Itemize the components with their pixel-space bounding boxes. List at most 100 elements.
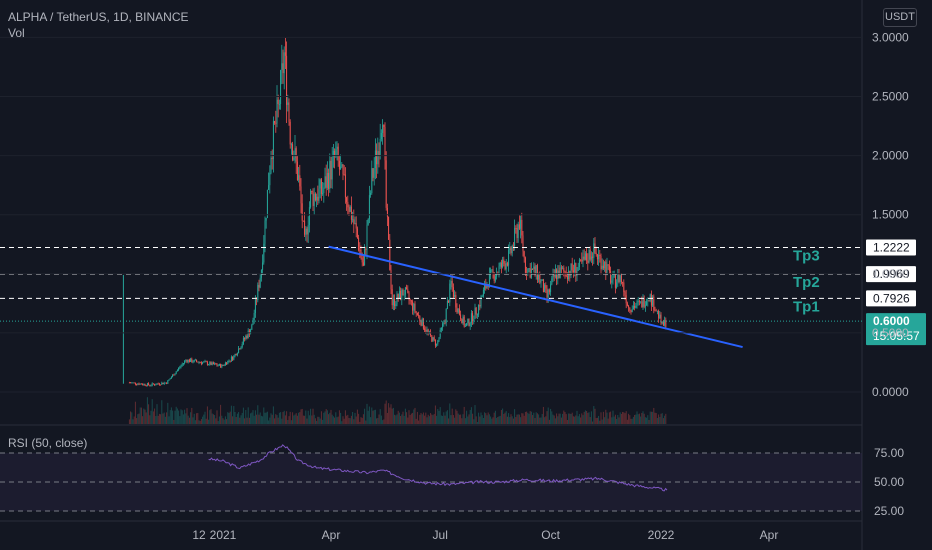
candle-body [151,383,153,386]
candle-body [649,294,651,301]
volume-bar [270,413,272,424]
candle-body [350,206,352,220]
volume-bar [210,409,212,424]
volume-bar [325,409,327,424]
candle-body [222,364,224,366]
candle-body [592,256,594,258]
candle-body [448,301,450,303]
candle-body [523,251,525,258]
candle-body [355,223,357,229]
volume-bar [269,417,271,424]
volume-bar [372,410,374,424]
candle-body [149,384,151,386]
candle-body [395,304,397,307]
volume-bar [143,408,145,424]
candle-body [294,148,296,158]
candle-body [362,262,364,266]
candle-body [642,298,644,308]
candle-body [247,330,249,338]
volume-bar [298,412,300,424]
candle-body [202,362,204,364]
candle-body [278,104,280,105]
volume-bar [376,418,378,424]
volume-bar [389,407,391,424]
volume-bar [133,416,135,424]
candle-body [517,224,519,238]
candle-body [283,52,285,74]
candle-body [192,361,194,363]
volume-bar [305,410,307,424]
candle-body [274,121,276,123]
volume-bar [179,416,181,424]
candle-body [574,263,576,273]
volume-bar [634,414,636,424]
candle-body [262,262,264,270]
candle-body [301,203,303,221]
candle-body [446,301,448,309]
candle-body [648,300,650,302]
candle-body [485,284,487,289]
volume-bar [378,414,380,424]
volume-bar [240,415,242,424]
volume-bar [600,412,602,424]
volume-bar [539,417,541,424]
volume-bar [384,403,386,424]
volume-bar [494,410,496,424]
candle-body [535,265,537,274]
volume-bar [323,412,325,424]
candle-body [233,355,235,360]
volume-bar [508,413,510,424]
candle-body [196,359,198,362]
volume-bar [558,413,560,424]
currency-button[interactable]: USDT [883,8,917,27]
candle-body [546,288,548,298]
candle-body [653,296,655,311]
volume-bar [445,411,447,424]
candle-body [491,269,493,271]
volume-bar [493,412,495,424]
candle-body [266,189,268,218]
volume-bar [134,401,136,424]
candle-body [467,319,469,324]
volume-bar [474,405,476,424]
volume-bar [202,416,204,424]
candle-body [492,269,494,273]
candle-body [325,176,327,188]
volume-bar [632,416,634,424]
candle-body [553,274,555,277]
volume-bar [556,413,558,424]
candle-body [469,322,471,326]
candle-body [434,339,436,346]
candle-body [478,305,480,315]
candle-body [331,156,333,180]
candle-body [552,274,554,279]
candle-body [337,146,339,161]
candle-body [456,307,458,313]
candle-body [176,369,178,372]
volume-bar [550,408,552,424]
candle-body [259,277,261,288]
volume-bar [140,407,142,424]
candle-body [625,295,627,304]
volume-bar [640,416,642,424]
volume-bar [300,409,302,424]
volume-bar [479,416,481,424]
volume-bar [410,413,412,424]
candle-body [548,289,550,293]
volume-bar [444,415,446,424]
volume-bar [582,415,584,424]
candle-body [181,364,183,366]
candle-body [317,196,319,201]
candle-body [439,329,441,338]
volume-bar [613,416,615,424]
candle-body [533,266,535,270]
volume-bar [631,418,633,424]
volume-bar [528,413,530,424]
candle-body [484,284,486,290]
candle-body [268,185,270,190]
candle-body [455,294,457,308]
volume-bar [455,409,457,424]
candle-body [420,321,422,326]
candle-body [450,280,452,284]
